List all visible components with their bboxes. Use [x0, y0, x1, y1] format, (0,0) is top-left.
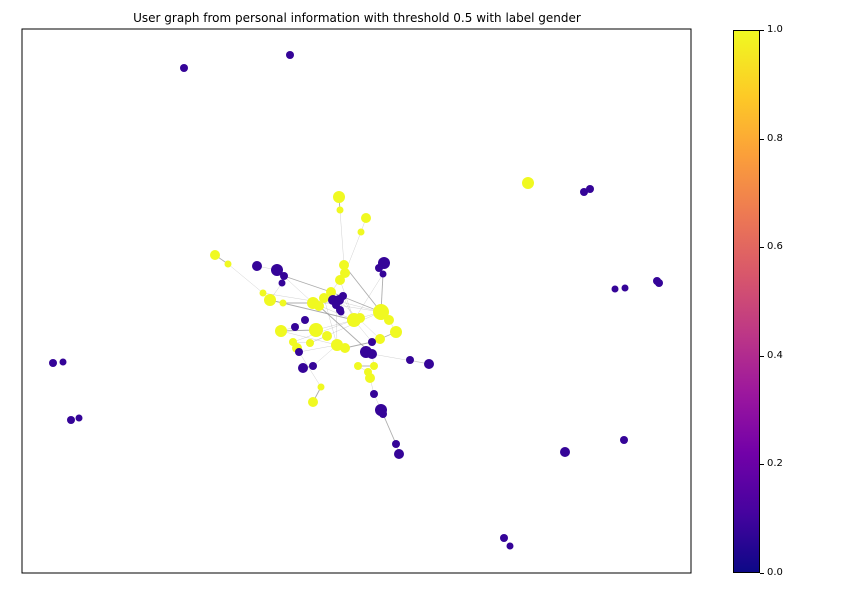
- graph-edge: [309, 311, 382, 344]
- female-user-node: [355, 313, 365, 323]
- female-user-node: [335, 275, 345, 285]
- graph-edge: [353, 273, 384, 321]
- graph-edge: [298, 344, 338, 353]
- male-user-node: [560, 447, 570, 457]
- plot-frame: [21, 28, 692, 574]
- male-user-node: [280, 272, 288, 280]
- male-user-node: [655, 279, 663, 287]
- female-user-node: [275, 325, 287, 337]
- female-user-node: [357, 228, 365, 236]
- female-user-node: [308, 397, 318, 407]
- male-user-node: [252, 261, 262, 271]
- male-user-node: [49, 359, 57, 367]
- male-user-node: [67, 416, 75, 424]
- graph-edge: [339, 279, 355, 321]
- female-user-node: [326, 287, 336, 297]
- male-user-node: [392, 440, 400, 448]
- female-user-node: [339, 260, 349, 270]
- female-user-node: [340, 343, 350, 353]
- graph-edge: [298, 351, 322, 388]
- graph-edge: [339, 209, 345, 266]
- male-user-node: [394, 449, 404, 459]
- colorbar-tick: 1.0: [760, 25, 783, 35]
- male-user-node: [611, 285, 619, 293]
- female-user-node: [224, 260, 232, 268]
- male-user-node: [75, 414, 83, 422]
- graph-edge: [382, 413, 397, 445]
- male-user-node: [278, 279, 286, 287]
- male-user-node: [406, 356, 414, 364]
- female-user-node: [259, 289, 267, 297]
- female-user-node: [373, 304, 389, 320]
- male-user-node: [367, 349, 377, 359]
- graph-edge: [323, 297, 338, 346]
- female-user-node: [384, 315, 394, 325]
- graph-edge: [343, 264, 382, 313]
- male-user-node: [424, 359, 434, 369]
- male-user-node: [59, 358, 67, 366]
- colorbar-tick: 0.2: [760, 459, 783, 469]
- male-user-node: [180, 64, 188, 72]
- graph-edge: [371, 353, 430, 365]
- colorbar-tick: 0.6: [760, 242, 783, 252]
- graph-edge: [292, 319, 355, 343]
- male-user-node: [286, 51, 294, 59]
- female-user-node: [390, 326, 402, 338]
- graph-nodes: [49, 51, 663, 550]
- male-user-node: [337, 308, 345, 316]
- male-user-node: [375, 264, 383, 272]
- female-user-node: [317, 383, 325, 391]
- graph-edge: [283, 275, 332, 293]
- male-user-node: [506, 542, 514, 550]
- male-user-node: [295, 348, 303, 356]
- graph-edge: [227, 263, 264, 294]
- female-user-node: [354, 362, 362, 370]
- female-user-node: [210, 250, 220, 260]
- male-user-node: [271, 264, 283, 276]
- male-user-node: [620, 436, 628, 444]
- female-user-node: [333, 191, 345, 203]
- male-user-node: [368, 338, 376, 346]
- colorbar-tick: 0.8: [760, 134, 783, 144]
- graph-edge: [335, 304, 338, 346]
- female-user-node: [522, 177, 534, 189]
- figure-title: User graph from personal information wit…: [133, 11, 581, 25]
- male-user-node: [370, 390, 378, 398]
- male-user-node: [298, 363, 308, 373]
- female-user-node: [279, 299, 287, 307]
- female-user-node: [309, 323, 323, 337]
- female-user-node: [375, 334, 385, 344]
- female-user-node: [340, 268, 350, 278]
- graph-edge: [280, 330, 338, 346]
- colorbar-tick: 0.4: [760, 351, 783, 361]
- female-user-node: [314, 301, 324, 311]
- male-user-node: [580, 188, 588, 196]
- female-user-node: [336, 206, 344, 214]
- male-user-node: [586, 185, 594, 193]
- colorbar: [733, 30, 760, 573]
- male-user-node: [291, 323, 299, 331]
- female-user-node: [264, 294, 276, 306]
- female-user-node: [319, 293, 329, 303]
- male-user-node: [379, 410, 387, 418]
- male-user-node: [301, 316, 309, 324]
- male-user-node: [339, 292, 347, 300]
- male-user-node: [621, 284, 629, 292]
- female-user-node: [306, 339, 314, 347]
- female-user-node: [322, 331, 332, 341]
- graph-edge: [318, 305, 373, 355]
- male-user-node: [379, 270, 387, 278]
- male-user-node: [309, 362, 317, 370]
- colorbar-tick: 0.0: [760, 568, 783, 578]
- female-user-node: [365, 373, 375, 383]
- female-user-node: [370, 362, 378, 370]
- female-user-node: [361, 213, 371, 223]
- male-user-node: [500, 534, 508, 542]
